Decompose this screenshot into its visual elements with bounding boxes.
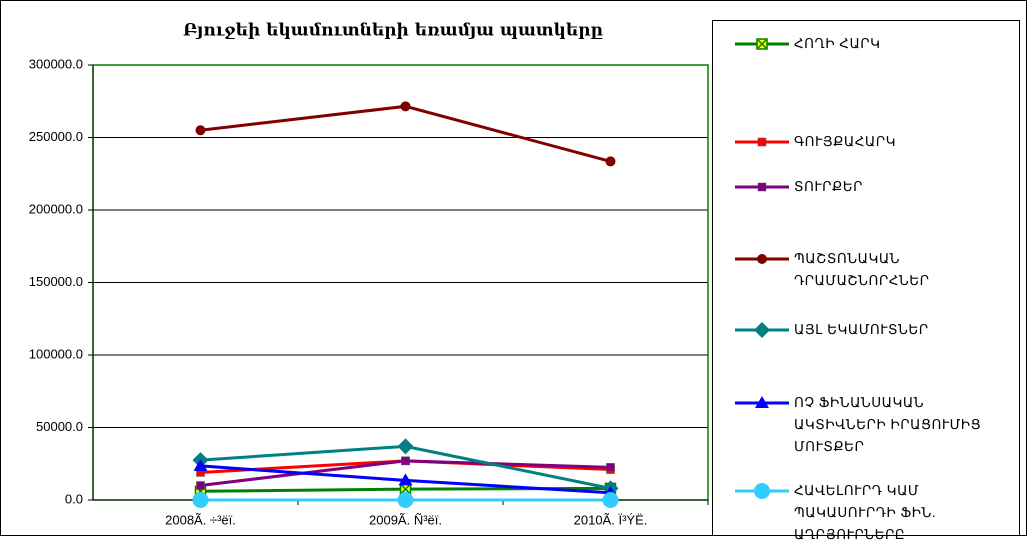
marker (754, 483, 770, 499)
legend-key (735, 38, 789, 50)
marker (196, 481, 205, 490)
y-tick-label: 100000.0 (29, 346, 83, 361)
y-tick-label: 250000.0 (29, 129, 83, 144)
x-tick-label: 2008Ã. ÷³ëï. (165, 512, 236, 527)
marker (397, 492, 414, 508)
marker (602, 492, 619, 508)
marker (755, 396, 769, 408)
marker (757, 137, 767, 147)
legend-label: ՀՈՂԻ ՀԱՐԿ (794, 36, 881, 51)
legend-key (735, 483, 789, 499)
marker (400, 101, 411, 112)
legend: ՀՈՂԻ ՀԱՐԿ ԳՈՒՅՔԱՀԱՐԿ ՏՈՒՐՔԵՐ ՊԱՇՏՈՆԱԿԱՆ ԴՐԱ… (712, 20, 1020, 542)
marker-cross (400, 484, 411, 494)
marker (195, 125, 206, 136)
legend-key (735, 137, 789, 147)
x-tick-label: 2009Ã. Ñ³ëï. (369, 512, 442, 527)
y-tick-label: 200000.0 (29, 201, 83, 216)
legend-key (735, 322, 789, 338)
x-tick-label: 2010Ã. Ï³ÝË. (574, 512, 648, 527)
marker (757, 254, 767, 264)
legend-label: ՈՉ ՖԻՆԱՆՍԱԿԱՆ ԱԿՏԻՎՆԵՐԻ ԻՐԱՑՈՒՄԻՑ ՄՈՒՏՔԵ… (794, 395, 982, 454)
legend-label: ՏՈՒՐՔԵՐ (794, 179, 863, 194)
legend-label: ԱՅԼ ԵԿԱՄՈՒՏՆԵՐ (794, 322, 929, 337)
chart-title: Բյուջեի եկամուտների եռամյա պատկերը (183, 21, 603, 41)
y-tick-label: 50000.0 (36, 419, 83, 434)
marker (398, 473, 413, 486)
legend-label: ՊԱՇՏՈՆԱԿԱՆ ԴՐԱՄԱՇՆՈՐՀՆԵՐ (794, 251, 930, 288)
marker (754, 322, 770, 338)
legend-label: ՀԱՎԵԼՈՒՐԴ ԿԱՄ ՊԱԿԱՍՈՒՐԴԻ ՖԻՆ. ԱՂԲՅՈՒՐՆԵՐ… (794, 483, 937, 542)
y-tick-label: 300000.0 (29, 56, 83, 71)
legend-key (735, 182, 789, 192)
marker (605, 156, 616, 167)
marker (757, 182, 767, 192)
marker (606, 463, 615, 472)
marker (192, 492, 209, 508)
marker (397, 438, 414, 455)
legend-label: ԳՈՒՅՔԱՀԱՐԿ (794, 134, 896, 149)
marker (193, 458, 208, 471)
legend-key (735, 254, 789, 264)
y-tick-label: 0.0 (65, 491, 83, 506)
marker (401, 456, 410, 466)
marker-cross (757, 39, 767, 49)
y-tick-label: 150000.0 (29, 274, 83, 289)
legend-key (735, 396, 789, 408)
